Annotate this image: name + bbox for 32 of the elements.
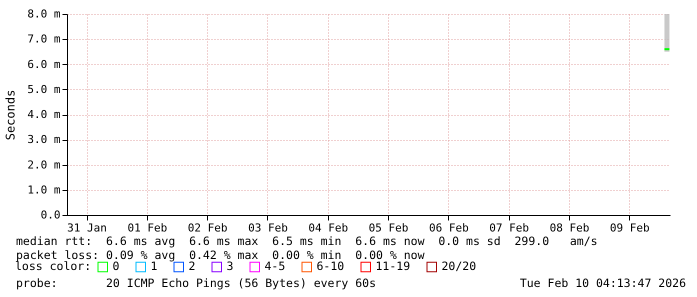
text: probe: 20 ICMP Echo Pings (56 Bytes) every 60s — [16, 276, 376, 290]
x-tick-label: 02 Feb — [188, 222, 228, 234]
text: packet loss: 0.09 % avg 0.42 % max 0.00 % min 0.00 % now — [16, 248, 424, 262]
legend-label: 11-19 — [376, 259, 410, 274]
y-tick-label: 6.0 m — [27, 58, 61, 71]
legend-label: 4-5 — [264, 259, 286, 274]
x-tick-label: 05 Feb — [368, 222, 408, 234]
x-tick-label: 31 Jan — [67, 222, 107, 234]
text: Tue Feb 10 04:13:47 2026 — [520, 276, 686, 290]
legend-label: 20/20 — [442, 259, 476, 274]
x-tick-label: 07 Feb — [489, 222, 530, 234]
y-tick-label: 7.0 m — [27, 32, 61, 46]
y-tick-label: 0.0 — [40, 208, 60, 222]
y-tick-label: 5.0 m — [27, 82, 61, 96]
x-tick-label: 03 Feb — [248, 222, 288, 234]
x-tick-label: 06 Feb — [428, 222, 469, 234]
y-tick-label: 8.0 m — [27, 8, 61, 20]
legend-label: 0 — [112, 259, 120, 274]
text: median rtt: 6.6 ms avg 6.6 ms max 6.5 ms min 6.6 ms now 0.0 ms sd 299.0 am/s — [16, 234, 598, 248]
x-tick-label: 04 Feb — [308, 222, 348, 234]
y-tick-label: 4.0 m — [27, 108, 61, 121]
y-tick-label: 3.0 m — [27, 133, 61, 146]
legend-label: 2 — [188, 259, 196, 274]
y-tick-label: 2.0 m — [27, 158, 61, 172]
legend-label: 3 — [226, 259, 234, 274]
x-tick-label: 08 Feb — [550, 222, 590, 234]
y-axis-title: Seconds — [3, 90, 18, 140]
legend-label: 6-10 — [316, 259, 344, 274]
legend-label: 1 — [150, 259, 158, 274]
y-tick-label: 1.0 m — [27, 183, 61, 196]
x-tick-label: 01 Feb — [127, 222, 168, 234]
x-tick-label: 09 Feb — [610, 222, 650, 234]
